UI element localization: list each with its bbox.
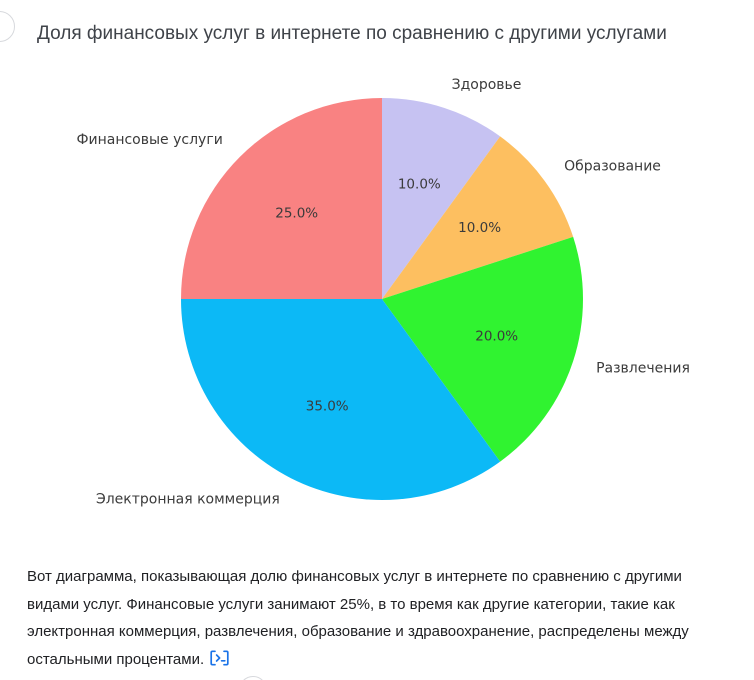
avatar-circle-partial	[0, 11, 15, 42]
circle-partial-bottom	[239, 676, 267, 680]
pie-category-label-2: Развлечения	[596, 361, 690, 377]
pie-slice-1	[382, 136, 574, 299]
pie-category-label-1: Образование	[564, 159, 661, 175]
pie-slice-2	[382, 236, 583, 462]
answer-paragraph: Вот диаграмма, показывающая долю финансо…	[27, 563, 727, 673]
pie-category-label-4: Финансовые услуги	[76, 132, 222, 148]
pie-category-label-0: Здоровье	[452, 77, 522, 93]
pie-pct-label-4: 25.0%	[275, 206, 318, 222]
terminal-code-icon[interactable]	[209, 648, 230, 666]
pie-slice-4	[181, 98, 382, 299]
pie-chart: 10.0% Здоровье 10.0% Образование 20.0% Развле…	[0, 70, 754, 540]
pie-slice-3	[181, 299, 501, 500]
pie-pct-label-2: 20.0%	[475, 328, 518, 344]
answer-text: Вот диаграмма, показывающая долю финансо…	[27, 568, 689, 668]
chart-title: Доля финансовых услуг в интернете по сра…	[37, 23, 667, 44]
pie-pct-label-3: 35.0%	[306, 399, 349, 415]
pie-pct-label-0: 10.0%	[398, 176, 441, 192]
pie-category-label-3: Электронная коммерция	[96, 492, 280, 508]
pie-slice-0	[382, 98, 501, 299]
pie-pct-label-1: 10.0%	[458, 220, 501, 236]
